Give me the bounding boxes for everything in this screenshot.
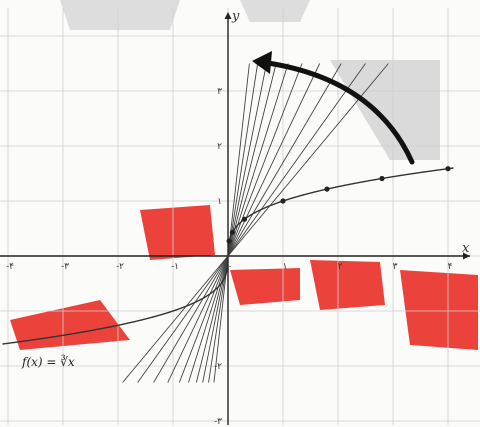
secant-line (202, 63, 267, 383)
secant-line (122, 63, 389, 383)
secant-line (188, 63, 289, 383)
x-axis-arrowhead (463, 252, 470, 260)
y-tick-label: ۳ (217, 87, 222, 97)
y-tick-label: -۲ (214, 362, 222, 372)
secant-line (195, 63, 277, 383)
curve-point (379, 175, 385, 182)
x-tick-label: -۱ (171, 262, 179, 272)
curve-point (226, 238, 232, 244)
secant-line (208, 63, 259, 383)
x-tick-label: ۳ (393, 262, 398, 272)
curve-point (324, 186, 330, 192)
curve-point (241, 216, 248, 222)
x-tick-label: -۳ (61, 262, 69, 272)
x-axis-label: x (462, 241, 470, 256)
secant-line (153, 63, 342, 383)
curve-point (445, 166, 451, 172)
y-axis-arrowhead (224, 12, 232, 19)
x-tick-label: ۰ (228, 262, 233, 272)
x-tick-label: -۲ (116, 262, 124, 272)
curved-arrow-icon (265, 60, 415, 165)
curve-point (229, 229, 235, 235)
secant-line (167, 63, 321, 383)
y-tick-label: -۳ (214, 417, 222, 427)
secant-line (213, 63, 250, 383)
curve-point (280, 198, 286, 204)
x-tick-label: ۴ (448, 262, 453, 272)
curve-points (226, 166, 451, 244)
secant-lines (122, 63, 389, 383)
tick-labels: -۴ -۳ -۲ -۱ ۰ ۱ ۲ ۳ ۴ ۳ ۲ ۱ -۲ -۳ (6, 87, 453, 427)
y-tick-label: ۱ (217, 197, 222, 207)
coordinate-axes (0, 12, 470, 425)
arrowhead-icon (252, 51, 272, 74)
function-label: f(x) = ∛x (21, 354, 75, 369)
x-tick-label: ۱ (283, 262, 288, 272)
cube-root-curve (2, 167, 454, 345)
watermark-logo (10, 0, 478, 350)
y-tick-label: ۲ (217, 142, 222, 152)
x-tick-label: -۴ (6, 262, 14, 272)
y-axis-label: y (231, 9, 240, 24)
x-tick-label: ۲ (338, 262, 343, 272)
secant-line (137, 63, 366, 383)
